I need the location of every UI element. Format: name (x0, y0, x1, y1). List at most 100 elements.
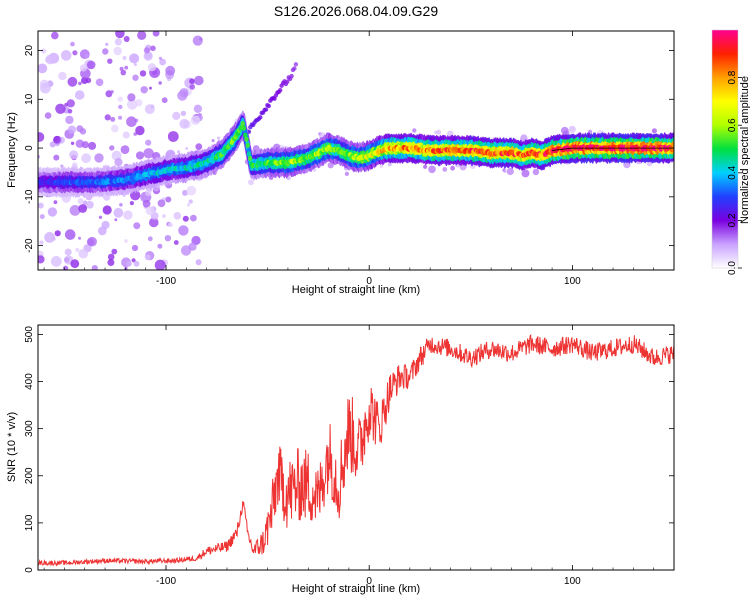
noise-blob (189, 84, 195, 90)
noise-blob (104, 114, 111, 121)
noise-blob (76, 125, 84, 133)
snr-y-ticks: 0 100 200 300 400 500 (24, 326, 674, 573)
noise-blob (78, 236, 81, 240)
noise-blob (118, 115, 123, 120)
noise-blob (137, 31, 147, 40)
snr-y-tick-label: 100 (24, 514, 35, 531)
noise-blob (122, 131, 130, 139)
noise-blob (450, 165, 455, 171)
noise-blob (94, 153, 104, 163)
noise-blob (44, 232, 55, 243)
spectrogram-x-label: Height of straight line (km) (292, 284, 420, 296)
branch-blob (278, 88, 283, 93)
noise-blob (111, 248, 118, 255)
noise-blob (152, 31, 160, 37)
snr-y-tick-label: 0 (24, 567, 35, 573)
noise-blob (51, 31, 59, 40)
snr-x-label: Height of straight line (km) (292, 583, 420, 595)
noise-blob (39, 240, 44, 245)
noise-blob (131, 244, 139, 252)
noise-blob (78, 81, 82, 86)
noise-blob (107, 253, 115, 261)
noise-blob (129, 53, 140, 64)
noise-blob (412, 128, 417, 133)
noise-blob (140, 86, 148, 94)
colorbar-ticks: 0.0 0.2 0.4 0.6 0.8 (727, 70, 742, 275)
spectrogram-x-tick-label: -100 (156, 276, 176, 287)
noise-blob (110, 90, 114, 94)
snr-y-label: SNR (10 * v/v) (6, 412, 18, 482)
noise-blob (162, 214, 166, 218)
noise-blob (447, 130, 454, 137)
noise-blob (211, 139, 215, 143)
noise-blob (150, 45, 156, 52)
noise-blob (64, 229, 76, 240)
noise-blob (91, 265, 98, 270)
noise-blob (53, 135, 61, 144)
noise-blob (127, 99, 138, 110)
spectrogram-y-tick-label: 20 (24, 45, 35, 57)
noise-blob (506, 167, 514, 176)
noise-blob (38, 202, 44, 209)
snr-y-tick-label: 300 (24, 420, 35, 437)
noise-blob (115, 31, 125, 39)
noise-blob (114, 38, 122, 46)
noise-blob (428, 165, 436, 174)
noise-blob (123, 36, 130, 42)
noise-blob (186, 185, 197, 196)
noise-blob (66, 99, 75, 108)
ridge-core (246, 151, 252, 157)
spectrogram-frame (37, 30, 675, 271)
noise-blob (192, 35, 203, 46)
snr-x-tick-label: 0 (366, 576, 372, 587)
noise-blob (70, 41, 75, 47)
noise-blob (442, 167, 448, 172)
noise-blob (123, 210, 133, 220)
noise-blob (126, 116, 137, 127)
ridge-core (241, 125, 247, 131)
noise-blob (81, 141, 89, 149)
noise-blob (165, 196, 172, 203)
snr-x-tick-label: 100 (564, 576, 581, 587)
noise-blob (177, 150, 180, 154)
chart-title: S126.2026.068.04.09.G29 (274, 3, 438, 19)
noise-blob (158, 81, 162, 85)
noise-blob (145, 139, 152, 146)
noise-blob (217, 136, 221, 140)
noise-blob (69, 205, 81, 216)
spectrogram-x-tick-label: 0 (366, 276, 372, 287)
noise-blob (133, 260, 140, 267)
branch-blob (289, 73, 294, 79)
noise-blob (157, 243, 163, 249)
noise-blob (98, 215, 103, 219)
noise-blob (64, 102, 69, 107)
spectrogram-y-tick-label: -20 (24, 238, 35, 253)
branch-blob (266, 103, 271, 109)
noise-blob (77, 198, 84, 205)
noise-blob (145, 206, 155, 216)
noise-blob (70, 141, 75, 145)
noise-blob (86, 60, 96, 70)
noise-blob (168, 222, 173, 228)
noise-blob (560, 126, 569, 135)
noise-blob (173, 240, 179, 245)
noise-blob (178, 225, 189, 236)
noise-blob (95, 78, 104, 87)
noise-blob (118, 104, 123, 110)
ridge-core (245, 142, 250, 148)
noise-blob (78, 248, 89, 259)
noise-blob (195, 143, 203, 151)
spectrogram-y-tick-label: 0 (24, 145, 35, 151)
noise-blob (387, 162, 392, 167)
noise-blob (102, 205, 112, 215)
noise-blob (186, 203, 191, 207)
noise-blob (79, 64, 87, 72)
noise-blob (103, 193, 111, 201)
snr-frame (37, 324, 675, 571)
spectrogram-y-label: Frequency (Hz) (6, 112, 18, 188)
snr-y-tick-label: 500 (24, 326, 35, 343)
colorbar-tick-label: 0.8 (727, 70, 738, 84)
noise-blob (53, 200, 58, 205)
